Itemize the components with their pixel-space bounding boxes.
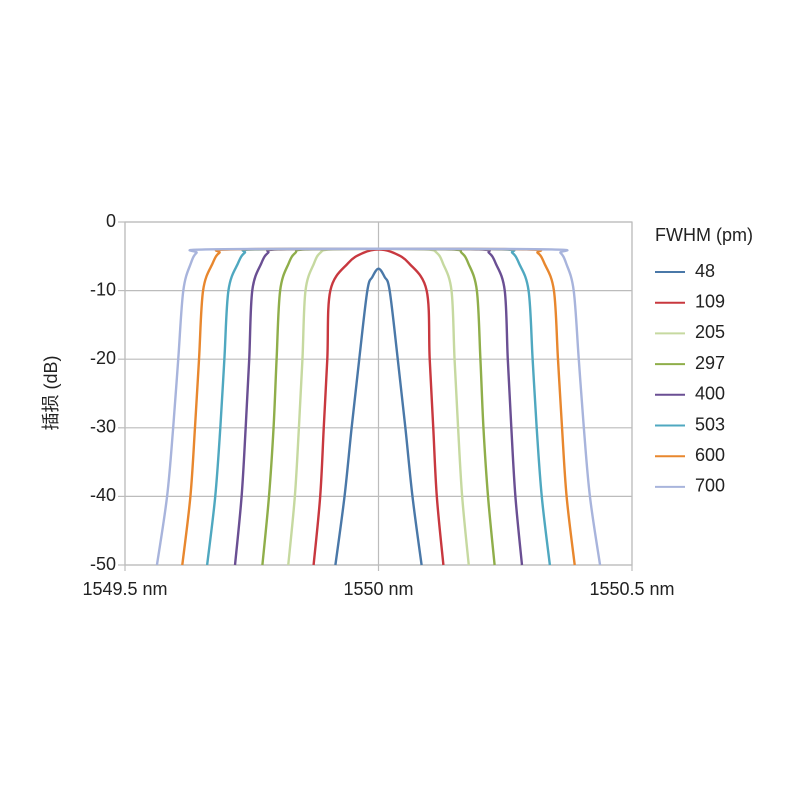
x-tick-label: 1550.5 nm bbox=[589, 579, 674, 599]
legend-title: FWHM (pm) bbox=[655, 225, 753, 245]
x-tick-label: 1549.5 nm bbox=[82, 579, 167, 599]
legend-label: 400 bbox=[695, 384, 725, 404]
legend-label: 503 bbox=[695, 414, 725, 434]
y-tick-label: -40 bbox=[90, 485, 116, 505]
legend-label: 205 bbox=[695, 322, 725, 342]
y-tick-label: -20 bbox=[90, 348, 116, 368]
series-line bbox=[155, 247, 602, 566]
y-tick-label: -50 bbox=[90, 554, 116, 574]
legend-label: 700 bbox=[695, 476, 725, 496]
legend-label: 297 bbox=[695, 353, 725, 373]
legend-label: 600 bbox=[695, 445, 725, 465]
y-tick-label: -10 bbox=[90, 279, 116, 299]
series-line bbox=[334, 267, 423, 566]
x-tick-label: 1550 nm bbox=[343, 579, 413, 599]
y-tick-label: 0 bbox=[106, 211, 116, 231]
legend-label: 48 bbox=[695, 261, 715, 281]
y-tick-label: -30 bbox=[90, 417, 116, 437]
legend-label: 109 bbox=[695, 291, 725, 311]
y-axis-label: 插损 (dB) bbox=[41, 355, 61, 430]
